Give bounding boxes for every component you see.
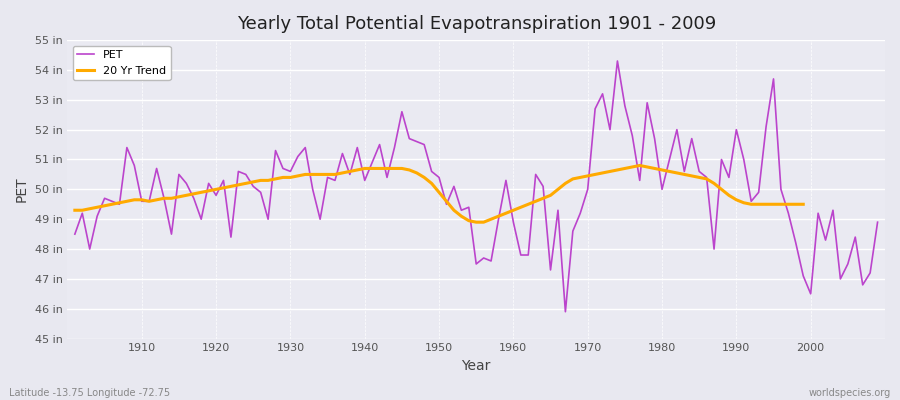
Title: Yearly Total Potential Evapotranspiration 1901 - 2009: Yearly Total Potential Evapotranspiratio… [237,15,716,33]
PET [605,127,616,132]
Text: Latitude -13.75 Longitude -72.75: Latitude -13.75 Longitude -72.75 [9,388,170,398]
20 Yr Trend [263,178,274,183]
20 Yr Trend [471,220,482,224]
PET [612,59,623,64]
20 Yr Trend [69,208,80,213]
20 Yr Trend [292,174,303,178]
PET [500,178,511,183]
Text: worldspecies.org: worldspecies.org [809,388,891,398]
PET [129,163,140,168]
Legend: PET, 20 Yr Trend: PET, 20 Yr Trend [73,46,170,80]
20 Yr Trend [240,181,251,186]
X-axis label: Year: Year [462,359,490,373]
20 Yr Trend [797,202,808,207]
Line: 20 Yr Trend: 20 Yr Trend [75,166,803,222]
PET [69,232,80,236]
PET [560,309,571,314]
PET [508,220,518,224]
20 Yr Trend [456,214,467,219]
20 Yr Trend [434,190,445,195]
PET [292,154,303,159]
Y-axis label: PET: PET [15,176,29,202]
Line: PET: PET [75,61,878,312]
20 Yr Trend [657,168,668,172]
PET [872,220,883,224]
20 Yr Trend [634,163,645,168]
PET [337,151,347,156]
